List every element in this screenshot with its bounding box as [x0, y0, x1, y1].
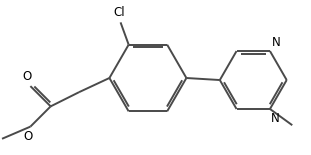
Text: Cl: Cl [114, 6, 125, 19]
Text: O: O [23, 70, 32, 83]
Text: N: N [272, 36, 281, 49]
Text: N: N [271, 112, 280, 125]
Text: O: O [24, 130, 33, 143]
